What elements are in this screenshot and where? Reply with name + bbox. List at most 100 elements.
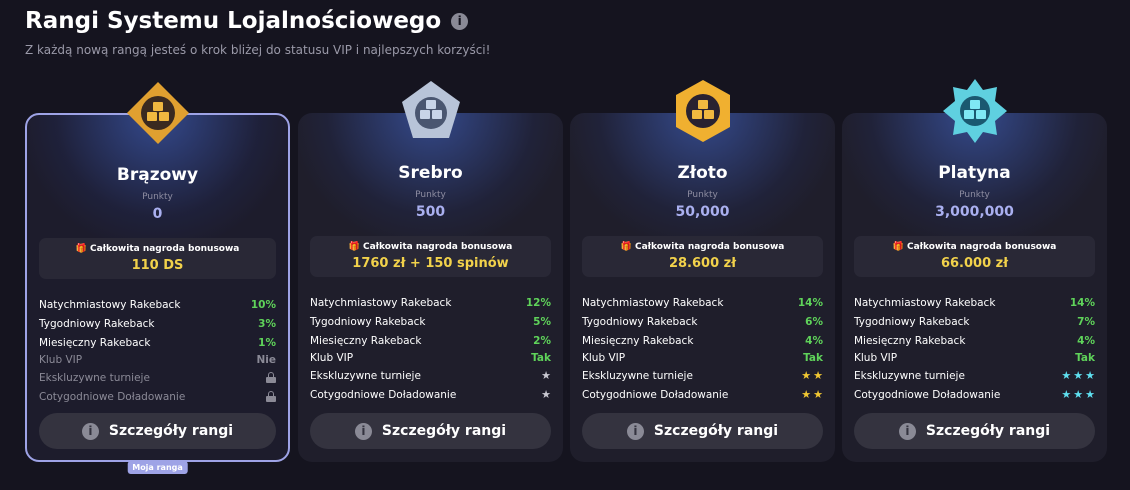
info-icon: i xyxy=(81,422,99,440)
star-icon: ★ xyxy=(1061,369,1072,382)
benefit-row: Natychmiastowy Rakeback 14% xyxy=(854,293,1095,312)
row-label: Ekskluzywne turnieje xyxy=(39,371,150,384)
benefit-row: Ekskluzywne turnieje ★ ★ xyxy=(582,366,823,385)
row-value: Tak xyxy=(1075,352,1095,364)
gift-icon: 🎁 xyxy=(75,244,87,254)
benefit-row: Miesięczny Rakeback 4% xyxy=(854,331,1095,350)
row-value: 12% xyxy=(525,296,551,309)
row-label: Natychmiastowy Rakeback xyxy=(39,298,181,311)
button-label: Szczegóły rangi xyxy=(653,423,779,439)
row-label: Miesięczny Rakeback xyxy=(310,334,422,347)
row-label: Klub VIP xyxy=(582,352,626,364)
row-label: Cotygodniowe Doładowanie xyxy=(582,388,729,401)
stars: ★ xyxy=(539,369,551,382)
row-value: 3% xyxy=(258,317,276,330)
tier-card-1: Srebro Punkty 500 🎁 Całkowita nagroda bo… xyxy=(298,81,563,462)
bonus-box: 🎁 Całkowita nagroda bonusowa 28.600 zł xyxy=(582,236,823,277)
rank-badge-icon xyxy=(675,80,730,142)
row-label: Cotygodniowe Doładowanie xyxy=(854,388,1001,401)
bonus-label-text: Całkowita nagroda bonusowa xyxy=(89,244,240,254)
points-label: Punkty xyxy=(415,190,446,200)
benefit-row: Natychmiastowy Rakeback 14% xyxy=(582,293,823,312)
bonus-label-text: Całkowita nagroda bonusowa xyxy=(906,242,1057,252)
row-label: Miesięczny Rakeback xyxy=(39,336,151,349)
benefit-row: Miesięczny Rakeback 1% xyxy=(39,333,276,352)
lock-icon xyxy=(266,391,276,402)
row-label: Tygodniowy Rakeback xyxy=(582,315,698,328)
row-value: 4% xyxy=(805,334,823,347)
star-icon: ★ xyxy=(1085,388,1095,401)
bonus-label: 🎁 Całkowita nagroda bonusowa xyxy=(854,242,1095,252)
benefit-row: Klub VIP Tak xyxy=(310,350,551,366)
bonus-label: 🎁 Całkowita nagroda bonusowa xyxy=(310,242,551,252)
row-value: 1% xyxy=(258,336,276,349)
row-value: 14% xyxy=(797,296,823,309)
benefits-list: Natychmiastowy Rakeback 14% Tygodniowy Rak… xyxy=(854,293,1095,404)
row-label: Klub VIP xyxy=(39,354,83,366)
benefit-row: Ekskluzywne turnieje ★ ★ ★ xyxy=(854,366,1095,385)
benefit-row: Klub VIP Nie xyxy=(39,352,276,368)
stars: ★ ★ xyxy=(799,388,823,401)
tier-card-3: Platyna Punkty 3,000,000 🎁 Całkowita nag… xyxy=(842,79,1107,462)
row-value: 6% xyxy=(805,315,823,328)
button-label: Szczegóły rangi xyxy=(925,423,1051,439)
info-icon: i xyxy=(898,422,916,440)
row-value: 4% xyxy=(1077,334,1095,347)
bonus-label-text: Całkowita nagroda bonusowa xyxy=(362,242,513,252)
rank-details-button[interactable]: i Szczegóły rangi xyxy=(39,413,276,449)
row-label: Natychmiastowy Rakeback xyxy=(310,296,452,309)
benefit-row: Natychmiastowy Rakeback 12% xyxy=(310,293,551,312)
points-value: 0 xyxy=(152,206,163,222)
benefit-row: Klub VIP Tak xyxy=(854,350,1095,366)
bonus-box: 🎁 Całkowita nagroda bonusowa 1760 zł + 1… xyxy=(310,236,551,277)
row-label: Tygodniowy Rakeback xyxy=(310,315,426,328)
rank-badge-icon xyxy=(942,79,1007,143)
points-value: 500 xyxy=(415,204,446,220)
points-value: 3,000,000 xyxy=(935,204,1014,220)
benefit-row: Cotygodniowe Doładowanie ★ xyxy=(310,385,551,404)
row-label: Tygodniowy Rakeback xyxy=(854,315,970,328)
bonus-label: 🎁 Całkowita nagroda bonusowa xyxy=(39,244,276,254)
row-label: Ekskluzywne turnieje xyxy=(310,369,421,382)
row-label: Miesięczny Rakeback xyxy=(582,334,694,347)
bonus-value: 110 DS xyxy=(131,258,184,273)
benefit-row: Cotygodniowe Doładowanie ★ ★ ★ xyxy=(854,385,1095,404)
info-icon[interactable]: i xyxy=(451,12,469,30)
rank-details-button[interactable]: i Szczegóły rangi xyxy=(854,413,1095,449)
benefit-row: Klub VIP Tak xyxy=(582,350,823,366)
stars: ★ ★ ★ xyxy=(1059,369,1095,382)
row-label: Cotygodniowe Doładowanie xyxy=(39,390,186,403)
points-value: 50,000 xyxy=(675,204,730,220)
row-label: Miesięczny Rakeback xyxy=(854,334,966,347)
gift-icon: 🎁 xyxy=(620,242,632,252)
rank-badge-icon xyxy=(126,82,189,144)
benefit-row: Cotygodniowe Doładowanie ★ ★ xyxy=(582,385,823,404)
rank-details-button[interactable]: i Szczegóły rangi xyxy=(582,413,823,449)
row-value: Tak xyxy=(803,352,823,364)
star-icon: ★ xyxy=(1073,369,1084,382)
button-label: Szczegóły rangi xyxy=(381,423,507,439)
row-label: Klub VIP xyxy=(310,352,354,364)
benefit-row: Tygodniowy Rakeback 6% xyxy=(582,312,823,331)
star-icon: ★ xyxy=(1073,388,1084,401)
benefit-row: Ekskluzywne turnieje ★ xyxy=(310,366,551,385)
bonus-value: 66.000 zł xyxy=(940,256,1009,271)
tier-name: Platyna xyxy=(938,163,1011,183)
row-label: Natychmiastowy Rakeback xyxy=(854,296,996,309)
row-label: Klub VIP xyxy=(854,352,898,364)
lock-icon xyxy=(266,372,276,383)
benefits-list: Natychmiastowy Rakeback 12% Tygodniowy Rak… xyxy=(310,293,551,404)
points-label: Punkty xyxy=(687,190,718,200)
benefit-row: Miesięczny Rakeback 4% xyxy=(582,331,823,350)
page-subtitle: Z każdą nową rangą jesteś o krok bliżej … xyxy=(25,43,491,57)
rank-details-button[interactable]: i Szczegóły rangi xyxy=(310,413,551,449)
row-label: Cotygodniowe Doładowanie xyxy=(310,388,457,401)
row-label: Natychmiastowy Rakeback xyxy=(582,296,724,309)
star-icon: ★ xyxy=(801,388,812,401)
star-icon: ★ xyxy=(1085,369,1095,382)
benefit-row: Natychmiastowy Rakeback 10% xyxy=(39,295,276,314)
row-value: Tak xyxy=(531,352,551,364)
bonus-value: 28.600 zł xyxy=(668,256,737,271)
benefit-row: Miesięczny Rakeback 2% xyxy=(310,331,551,350)
benefit-row: Cotygodniowe Doładowanie xyxy=(39,387,276,406)
